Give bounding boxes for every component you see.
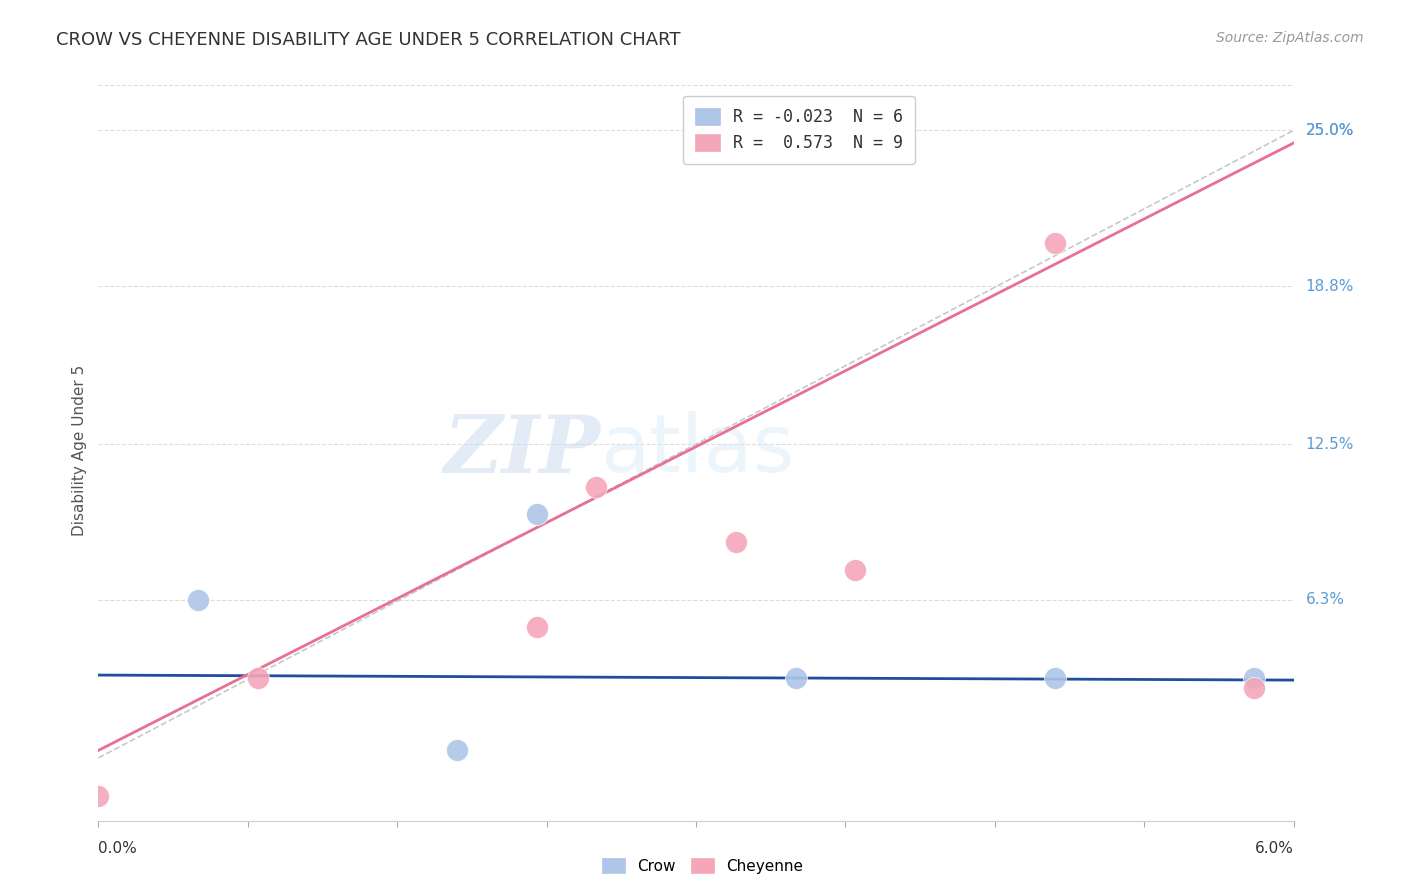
- Point: [1043, 671, 1066, 685]
- Point: [1243, 681, 1265, 695]
- Point: [246, 671, 269, 685]
- Text: 6.3%: 6.3%: [1305, 592, 1344, 607]
- Point: [526, 620, 548, 634]
- Text: 25.0%: 25.0%: [1305, 123, 1354, 138]
- Point: [724, 535, 747, 549]
- Text: atlas: atlas: [600, 411, 794, 490]
- Text: 0.0%: 0.0%: [98, 841, 138, 855]
- Point: [785, 671, 807, 685]
- Point: [844, 563, 866, 577]
- Point: [585, 480, 607, 494]
- Text: ZIP: ZIP: [443, 412, 600, 489]
- Text: 12.5%: 12.5%: [1305, 437, 1354, 451]
- Text: Source: ZipAtlas.com: Source: ZipAtlas.com: [1216, 31, 1364, 45]
- Point: [1043, 236, 1066, 251]
- Point: [1243, 671, 1265, 685]
- Text: 6.0%: 6.0%: [1254, 841, 1294, 855]
- Legend: Crow, Cheyenne: Crow, Cheyenne: [596, 852, 810, 880]
- Y-axis label: Disability Age Under 5: Disability Age Under 5: [72, 365, 87, 536]
- Point: [87, 789, 110, 803]
- Point: [187, 592, 209, 607]
- Point: [526, 508, 548, 522]
- Legend: R = -0.023  N = 6, R =  0.573  N = 9: R = -0.023 N = 6, R = 0.573 N = 9: [683, 96, 915, 164]
- Point: [446, 743, 468, 757]
- Point: [526, 36, 548, 50]
- Text: 25.0%: 25.0%: [1305, 123, 1354, 138]
- Text: 18.8%: 18.8%: [1305, 278, 1354, 293]
- Text: CROW VS CHEYENNE DISABILITY AGE UNDER 5 CORRELATION CHART: CROW VS CHEYENNE DISABILITY AGE UNDER 5 …: [56, 31, 681, 49]
